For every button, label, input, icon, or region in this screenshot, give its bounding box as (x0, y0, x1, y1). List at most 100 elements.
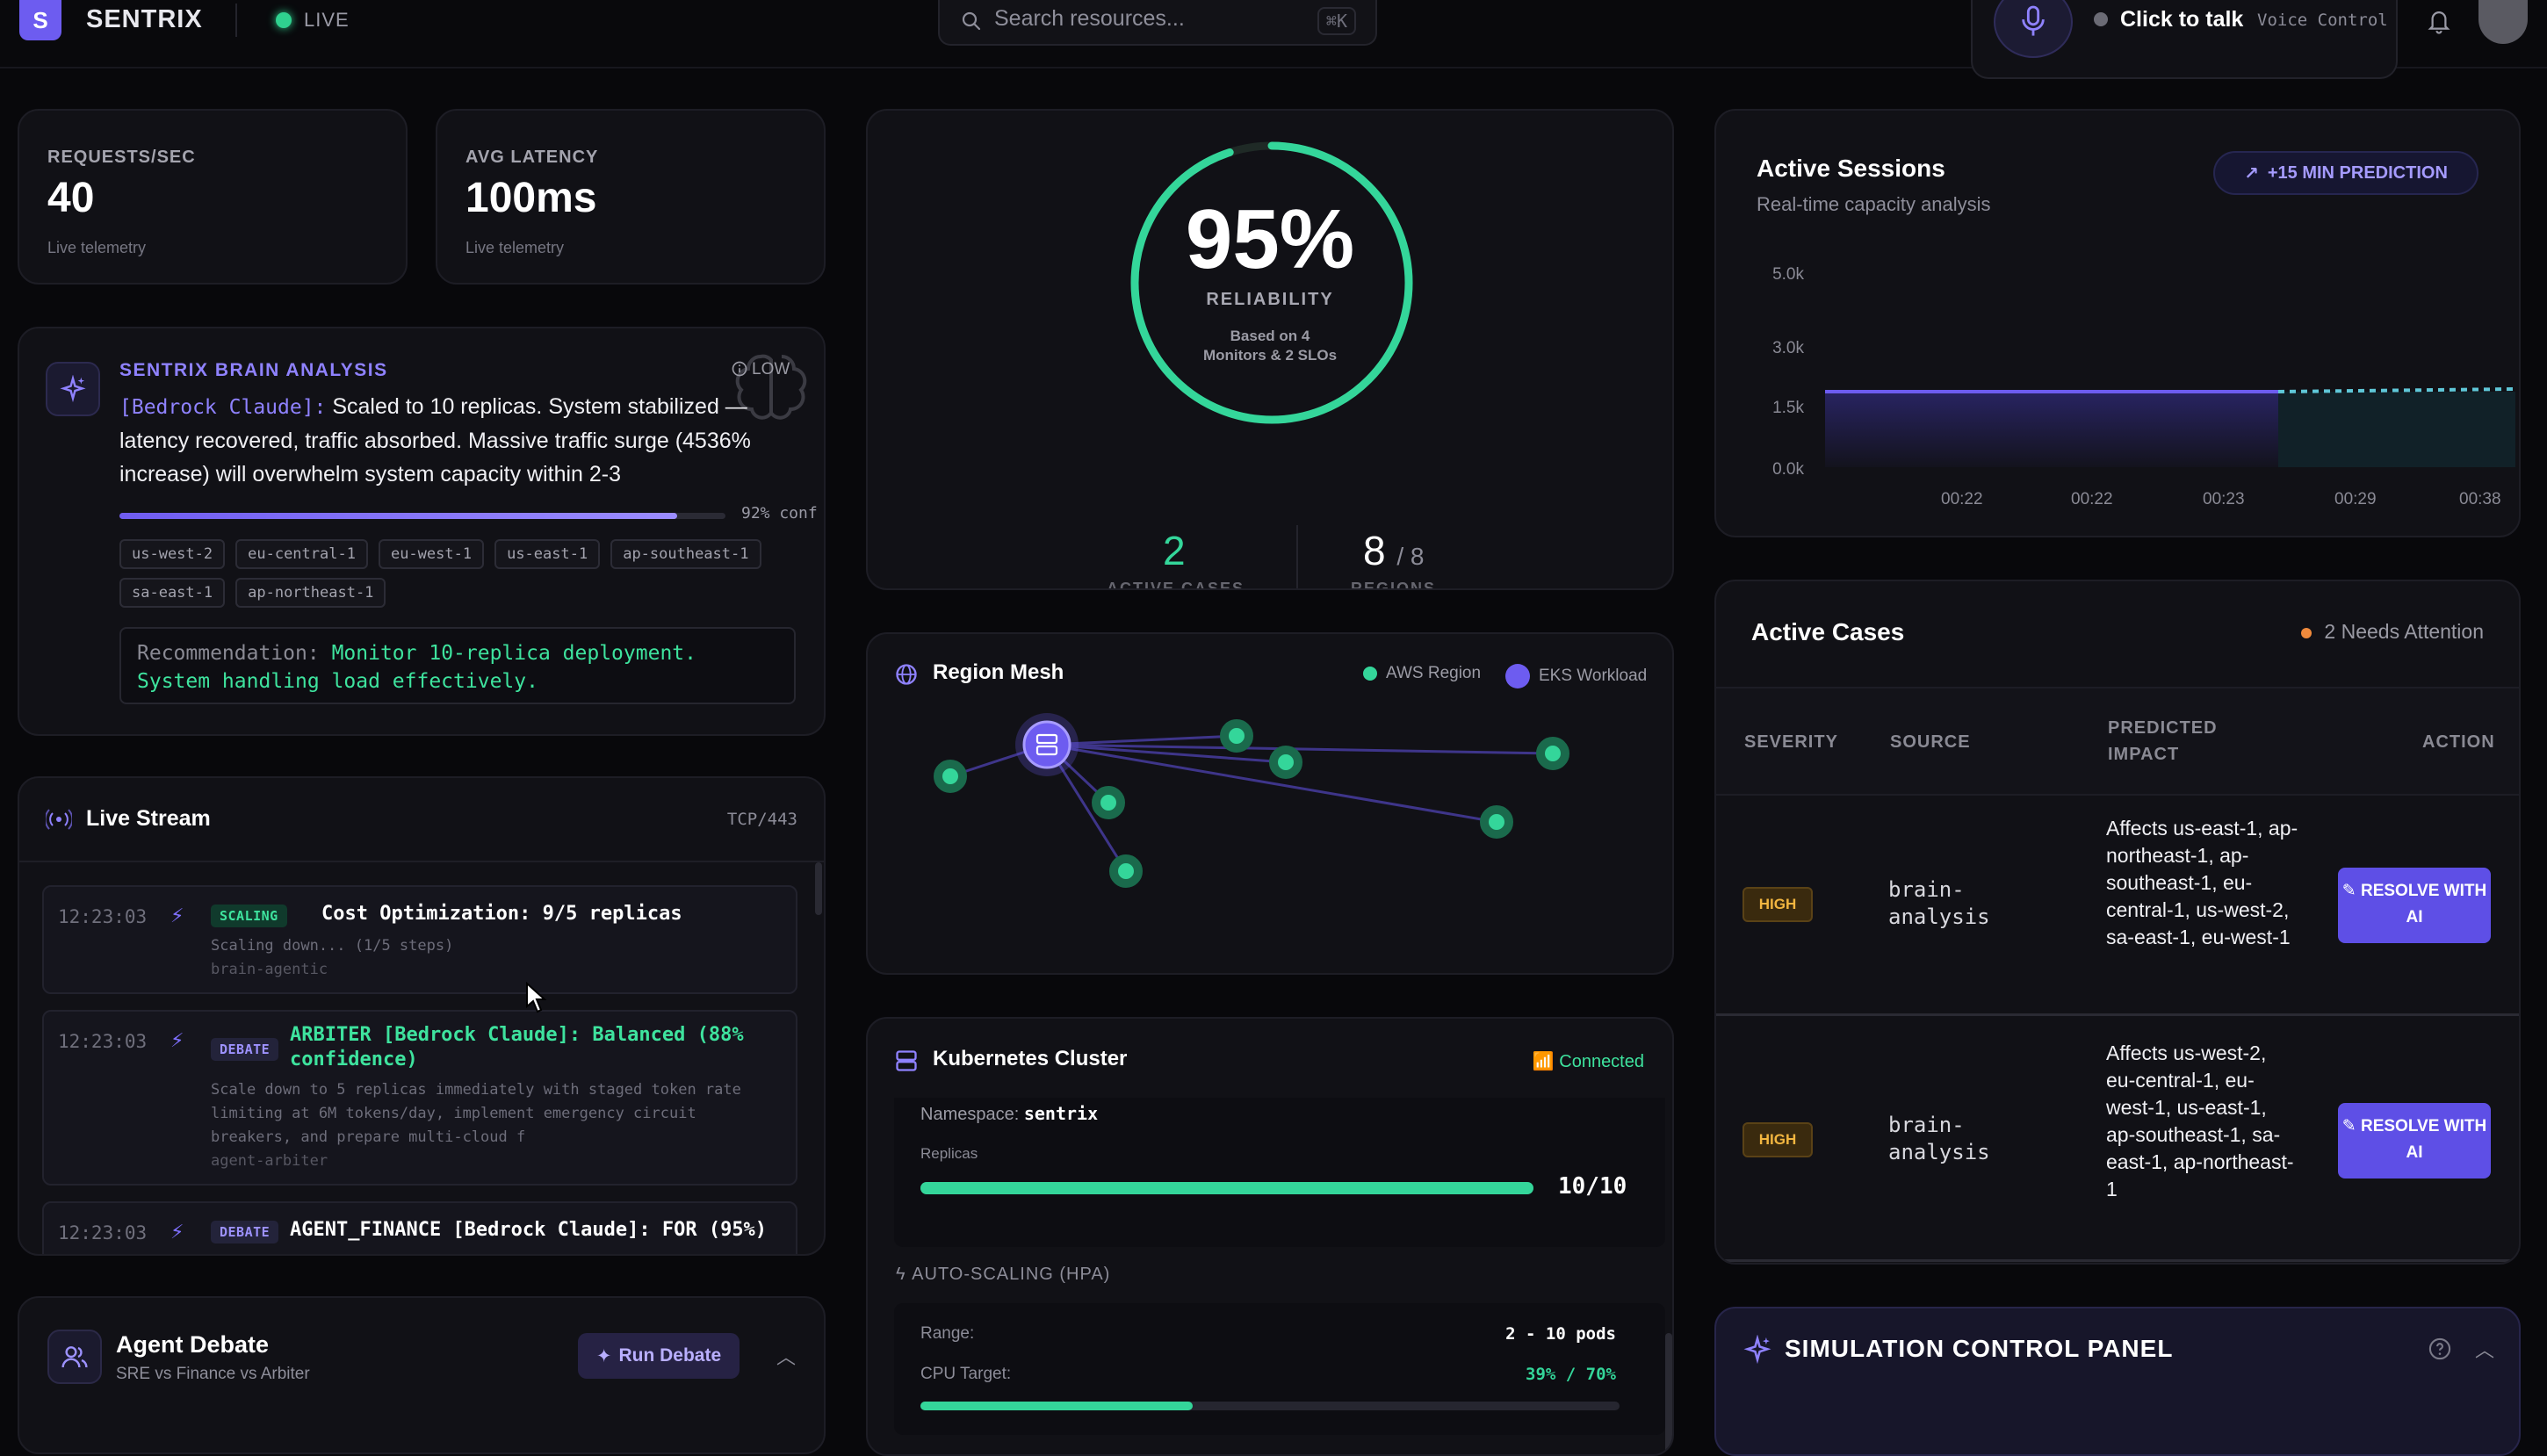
resolve-label: RESOLVE WITH AI (2360, 882, 2487, 926)
kubernetes-scrollbar[interactable] (1665, 1333, 1672, 1454)
agent-debate-panel: Agent Debate SRE vs Finance vs Arbiter ✦… (18, 1296, 826, 1454)
cpu-target-label: CPU Target: (920, 1365, 1012, 1383)
y-tick: 1.5k (1772, 399, 1804, 417)
active-cases-count: 2 (1163, 528, 1186, 573)
case-row: HIGH brain-analysis Affects us-west-2, e… (1716, 1017, 2519, 1236)
click-to-talk-label[interactable]: Click to talk (2120, 7, 2244, 32)
microphone-button[interactable] (1994, 0, 2073, 58)
cpu-target-value: 39% / 70% (1526, 1365, 1616, 1384)
event-badge: SCALING (211, 905, 287, 927)
region-chip[interactable]: ap-northeast-1 (235, 578, 386, 608)
microphone-icon (2022, 5, 2045, 36)
namespace: Namespace: sentrix (920, 1103, 1098, 1125)
recommendation-label: Recommendation: (137, 642, 320, 665)
eks-workload-icon (1505, 664, 1530, 688)
run-debate-button[interactable]: ✦ Run Debate (578, 1333, 740, 1379)
chevron-up-icon[interactable]: ︿ (2475, 1339, 2495, 1361)
severity-low-badge: LOW (731, 360, 790, 379)
replicas-label: Replicas (920, 1145, 978, 1162)
metric-label: AVG LATENCY (465, 148, 599, 167)
active-cases-title: Active Cases (1751, 618, 1905, 645)
active-sessions-subtitle: Real-time capacity analysis (1757, 193, 1991, 215)
brain-watermark-icon (735, 354, 807, 420)
region-chip[interactable]: us-east-1 (494, 539, 601, 569)
confidence-bar (119, 513, 725, 519)
eks-workload-node[interactable] (1022, 720, 1071, 769)
kubernetes-panel: Kubernetes Cluster 📶 Connected Namespace… (866, 1017, 1674, 1456)
resolve-with-ai-button[interactable]: ✎ RESOLVE WITH AI (2338, 868, 2491, 943)
prediction-area (2278, 392, 2515, 467)
region-mesh-graph (934, 713, 1569, 888)
cases-table-header: SEVERITY SOURCE PREDICTED IMPACT ACTION (1716, 687, 2519, 796)
wand-icon: ✎ (2341, 882, 2356, 900)
severity-low-label: LOW (752, 360, 790, 378)
sparkle-icon (46, 362, 100, 416)
region-node[interactable] (1092, 786, 1125, 819)
region-node[interactable] (1480, 805, 1513, 839)
activity-icon: ϟ (896, 1265, 906, 1284)
help-icon[interactable] (2428, 1337, 2452, 1361)
event-badge: DEBATE (211, 1038, 279, 1061)
chevron-up-icon[interactable]: ︿ (776, 1346, 797, 1368)
region-chip[interactable]: sa-east-1 (119, 578, 226, 608)
notification-bell-icon[interactable] (2426, 7, 2452, 35)
region-chip[interactable]: ap-southeast-1 (610, 539, 761, 569)
x-tick: 00:29 (2334, 490, 2377, 508)
search-input[interactable]: Search resources... ⌘K (938, 0, 1377, 46)
live-stream-title: Live Stream (86, 806, 211, 831)
region-node[interactable] (1109, 854, 1143, 888)
stream-event[interactable]: 12:23:03 ⚡ DEBATE ARBITER [Bedrock Claud… (42, 1010, 797, 1186)
region-node[interactable] (1536, 737, 1569, 770)
hpa-title: ϟ AUTO-SCALING (HPA) (896, 1265, 1110, 1285)
bolt-icon: ⚡ (170, 1221, 184, 1243)
stream-event[interactable]: 12:23:03 ⚡ DEBATE AGENT_FINANCE [Bedrock… (42, 1201, 797, 1254)
region-chip[interactable]: eu-central-1 (235, 539, 368, 569)
reliability-panel: 95% RELIABILITY Based on 4 Monitors & 2 S… (866, 109, 1674, 590)
user-avatar[interactable] (2478, 0, 2528, 44)
metric-value: 100ms (465, 175, 597, 221)
range-value: 2 - 10 pods (1505, 1324, 1616, 1344)
attention-dot-icon (2301, 627, 2313, 638)
legend-aws: AWS Region (1363, 664, 1481, 683)
event-body: Scale down to 5 replicas immediately wit… (211, 1078, 782, 1173)
case-source: brain-analysis (1888, 1113, 1990, 1164)
aws-region-icon (1363, 666, 1377, 681)
region-node[interactable] (934, 760, 967, 793)
case-row: HIGH brain-analysis Affects us-east-1, a… (1716, 796, 2519, 1015)
brain-analysis-body: Scaled to 10 replicas. System stabilized… (119, 394, 751, 487)
cpu-target-bar-fill (920, 1402, 1194, 1410)
sparkle-icon: ✦ (595, 1345, 612, 1366)
connection-status: 📶 Connected (1533, 1050, 1644, 1072)
resolve-with-ai-button[interactable]: ✎ RESOLVE WITH AI (2338, 1103, 2491, 1178)
regions-caption: REGIONS (1351, 580, 1437, 590)
x-tick: 00:22 (2071, 490, 2113, 508)
live-stream-header: Live Stream TCP/443 (19, 778, 824, 862)
event-body: Scaling down... (1/5 steps) brain-agenti… (211, 934, 782, 982)
legend-aws-label: AWS Region (1386, 664, 1482, 682)
event-detail: Scale down to 5 replicas immediately wit… (211, 1081, 741, 1099)
metric-sub: Live telemetry (47, 239, 147, 256)
sessions-chart (1825, 387, 2516, 467)
region-node[interactable] (1269, 746, 1302, 779)
region-node[interactable] (1220, 719, 1253, 753)
voice-control[interactable]: Click to talk Voice Control (1971, 0, 2398, 79)
stream-event[interactable]: 12:23:03 ⚡ SCALING Cost Optimization: 9/… (42, 885, 797, 994)
event-detail: limiting at 6M tokens/day, implement eme… (211, 1105, 696, 1122)
region-chip[interactable]: eu-west-1 (378, 539, 485, 569)
region-chip[interactable]: us-west-2 (119, 539, 226, 569)
globe-icon (896, 664, 917, 685)
regions-count: 8 / 8 (1363, 527, 1425, 574)
app-logo[interactable]: S (19, 0, 61, 40)
bolt-icon: ⚡ (170, 905, 184, 926)
brand-name: SENTRIX (86, 5, 203, 33)
prediction-label: +15 MIN PREDICTION (2267, 162, 2448, 183)
prediction-toggle[interactable]: ↗ +15 MIN PREDICTION (2213, 151, 2478, 195)
range-label: Range: (920, 1324, 975, 1343)
hpa-box: Range: 2 - 10 pods CPU Target: 39% / 70% (894, 1303, 1665, 1435)
simulation-control-panel: SIMULATION CONTROL PANEL ︿ (1714, 1307, 2521, 1456)
column-header: PREDICTED IMPACT (2108, 718, 2218, 764)
avg-latency-card: AVG LATENCY 100ms Live telemetry (436, 109, 826, 285)
live-stream-scrollbar[interactable] (815, 862, 822, 915)
sessions-area (1825, 392, 2278, 467)
event-headline: Cost Optimization: 9/5 replicas (321, 903, 682, 925)
